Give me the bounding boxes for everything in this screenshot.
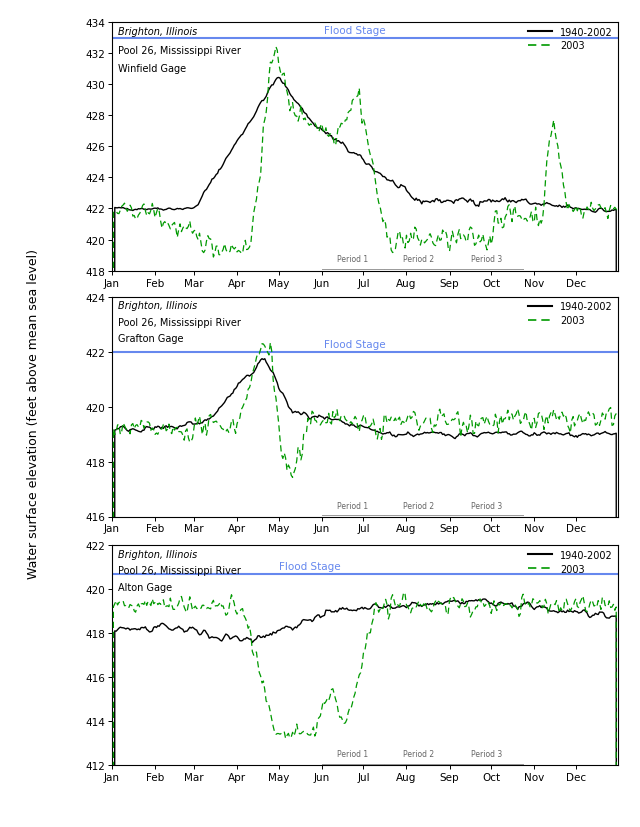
Text: Period 2: Period 2 xyxy=(403,749,435,758)
Text: Flood Stage: Flood Stage xyxy=(279,562,340,571)
Text: Period 3: Period 3 xyxy=(472,749,502,758)
Text: Period 3: Period 3 xyxy=(472,255,502,264)
Text: Period 3: Period 3 xyxy=(472,501,502,510)
Text: Alton Gage: Alton Gage xyxy=(118,582,172,592)
Text: Grafton Gage: Grafton Gage xyxy=(118,334,184,344)
Text: Brighton, Illinois: Brighton, Illinois xyxy=(118,549,197,559)
Text: Period 2: Period 2 xyxy=(403,501,435,510)
Text: Pool 26, Mississippi River: Pool 26, Mississippi River xyxy=(118,566,241,576)
Text: Winfield Gage: Winfield Gage xyxy=(118,65,186,74)
Text: Flood Stage: Flood Stage xyxy=(324,26,386,36)
Text: Pool 26, Mississippi River: Pool 26, Mississippi River xyxy=(118,318,241,327)
Text: Brighton, Illinois: Brighton, Illinois xyxy=(118,301,197,311)
Text: Period 1: Period 1 xyxy=(337,501,368,510)
Text: Pool 26, Mississippi River: Pool 26, Mississippi River xyxy=(118,45,241,55)
Text: Period 2: Period 2 xyxy=(403,255,435,264)
Legend: 1940-2002, 2003: 1940-2002, 2003 xyxy=(524,24,616,55)
Text: Water surface elevation (feet above mean sea level): Water surface elevation (feet above mean… xyxy=(27,249,40,578)
Text: Period 1: Period 1 xyxy=(337,255,368,264)
Legend: 1940-2002, 2003: 1940-2002, 2003 xyxy=(524,547,616,578)
Text: Flood Stage: Flood Stage xyxy=(324,340,386,350)
Text: Period 1: Period 1 xyxy=(337,749,368,758)
Legend: 1940-2002, 2003: 1940-2002, 2003 xyxy=(524,299,616,330)
Text: Brighton, Illinois: Brighton, Illinois xyxy=(118,26,197,37)
